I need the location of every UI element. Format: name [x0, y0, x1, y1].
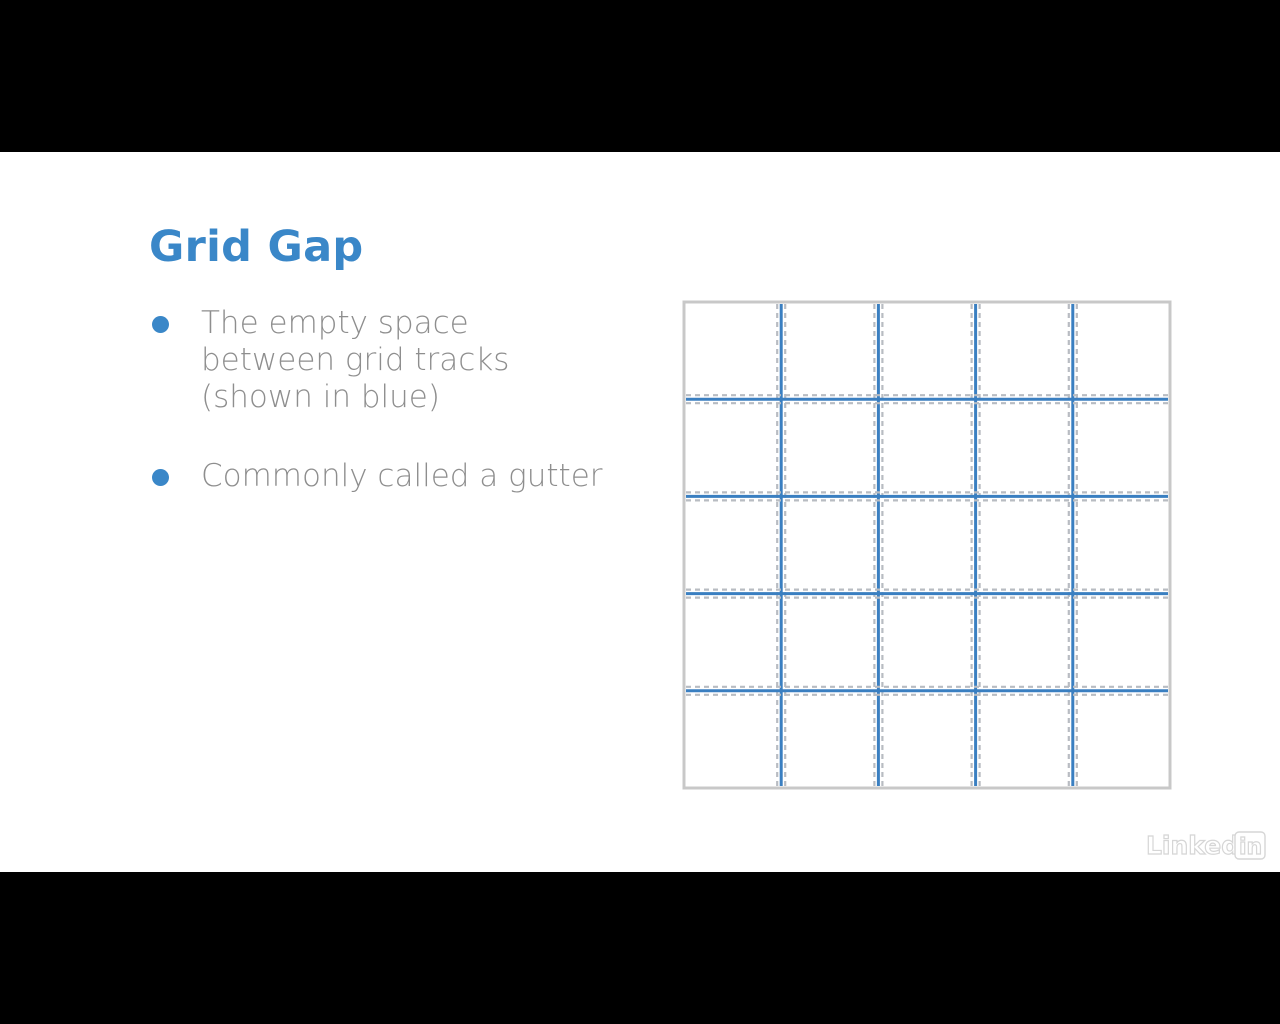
linkedin-logo: Linked in	[1145, 830, 1266, 861]
svg-text:in: in	[1239, 835, 1262, 860]
letterbox-bottom	[0, 872, 1280, 1024]
bullet-list: The empty space between grid tracks (sho…	[150, 305, 621, 495]
bullet-item: The empty space between grid tracks (sho…	[150, 305, 541, 416]
bullet-text: The empty space between grid tracks (sho…	[201, 305, 510, 415]
bullet-dot-icon	[152, 469, 169, 486]
slide: Grid Gap The empty space between grid tr…	[0, 152, 1280, 872]
linkedin-wordmark: Linked	[1146, 831, 1239, 860]
slide-title: Grid Gap	[149, 222, 364, 272]
bullet-text: Commonly called a gutter	[201, 458, 603, 494]
bullet-item: Commonly called a gutter	[150, 458, 621, 495]
grid-container-border	[682, 300, 1172, 790]
grid-gap-diagram	[682, 300, 1172, 790]
letterbox-top	[0, 0, 1280, 152]
bullet-dot-icon	[152, 316, 169, 333]
